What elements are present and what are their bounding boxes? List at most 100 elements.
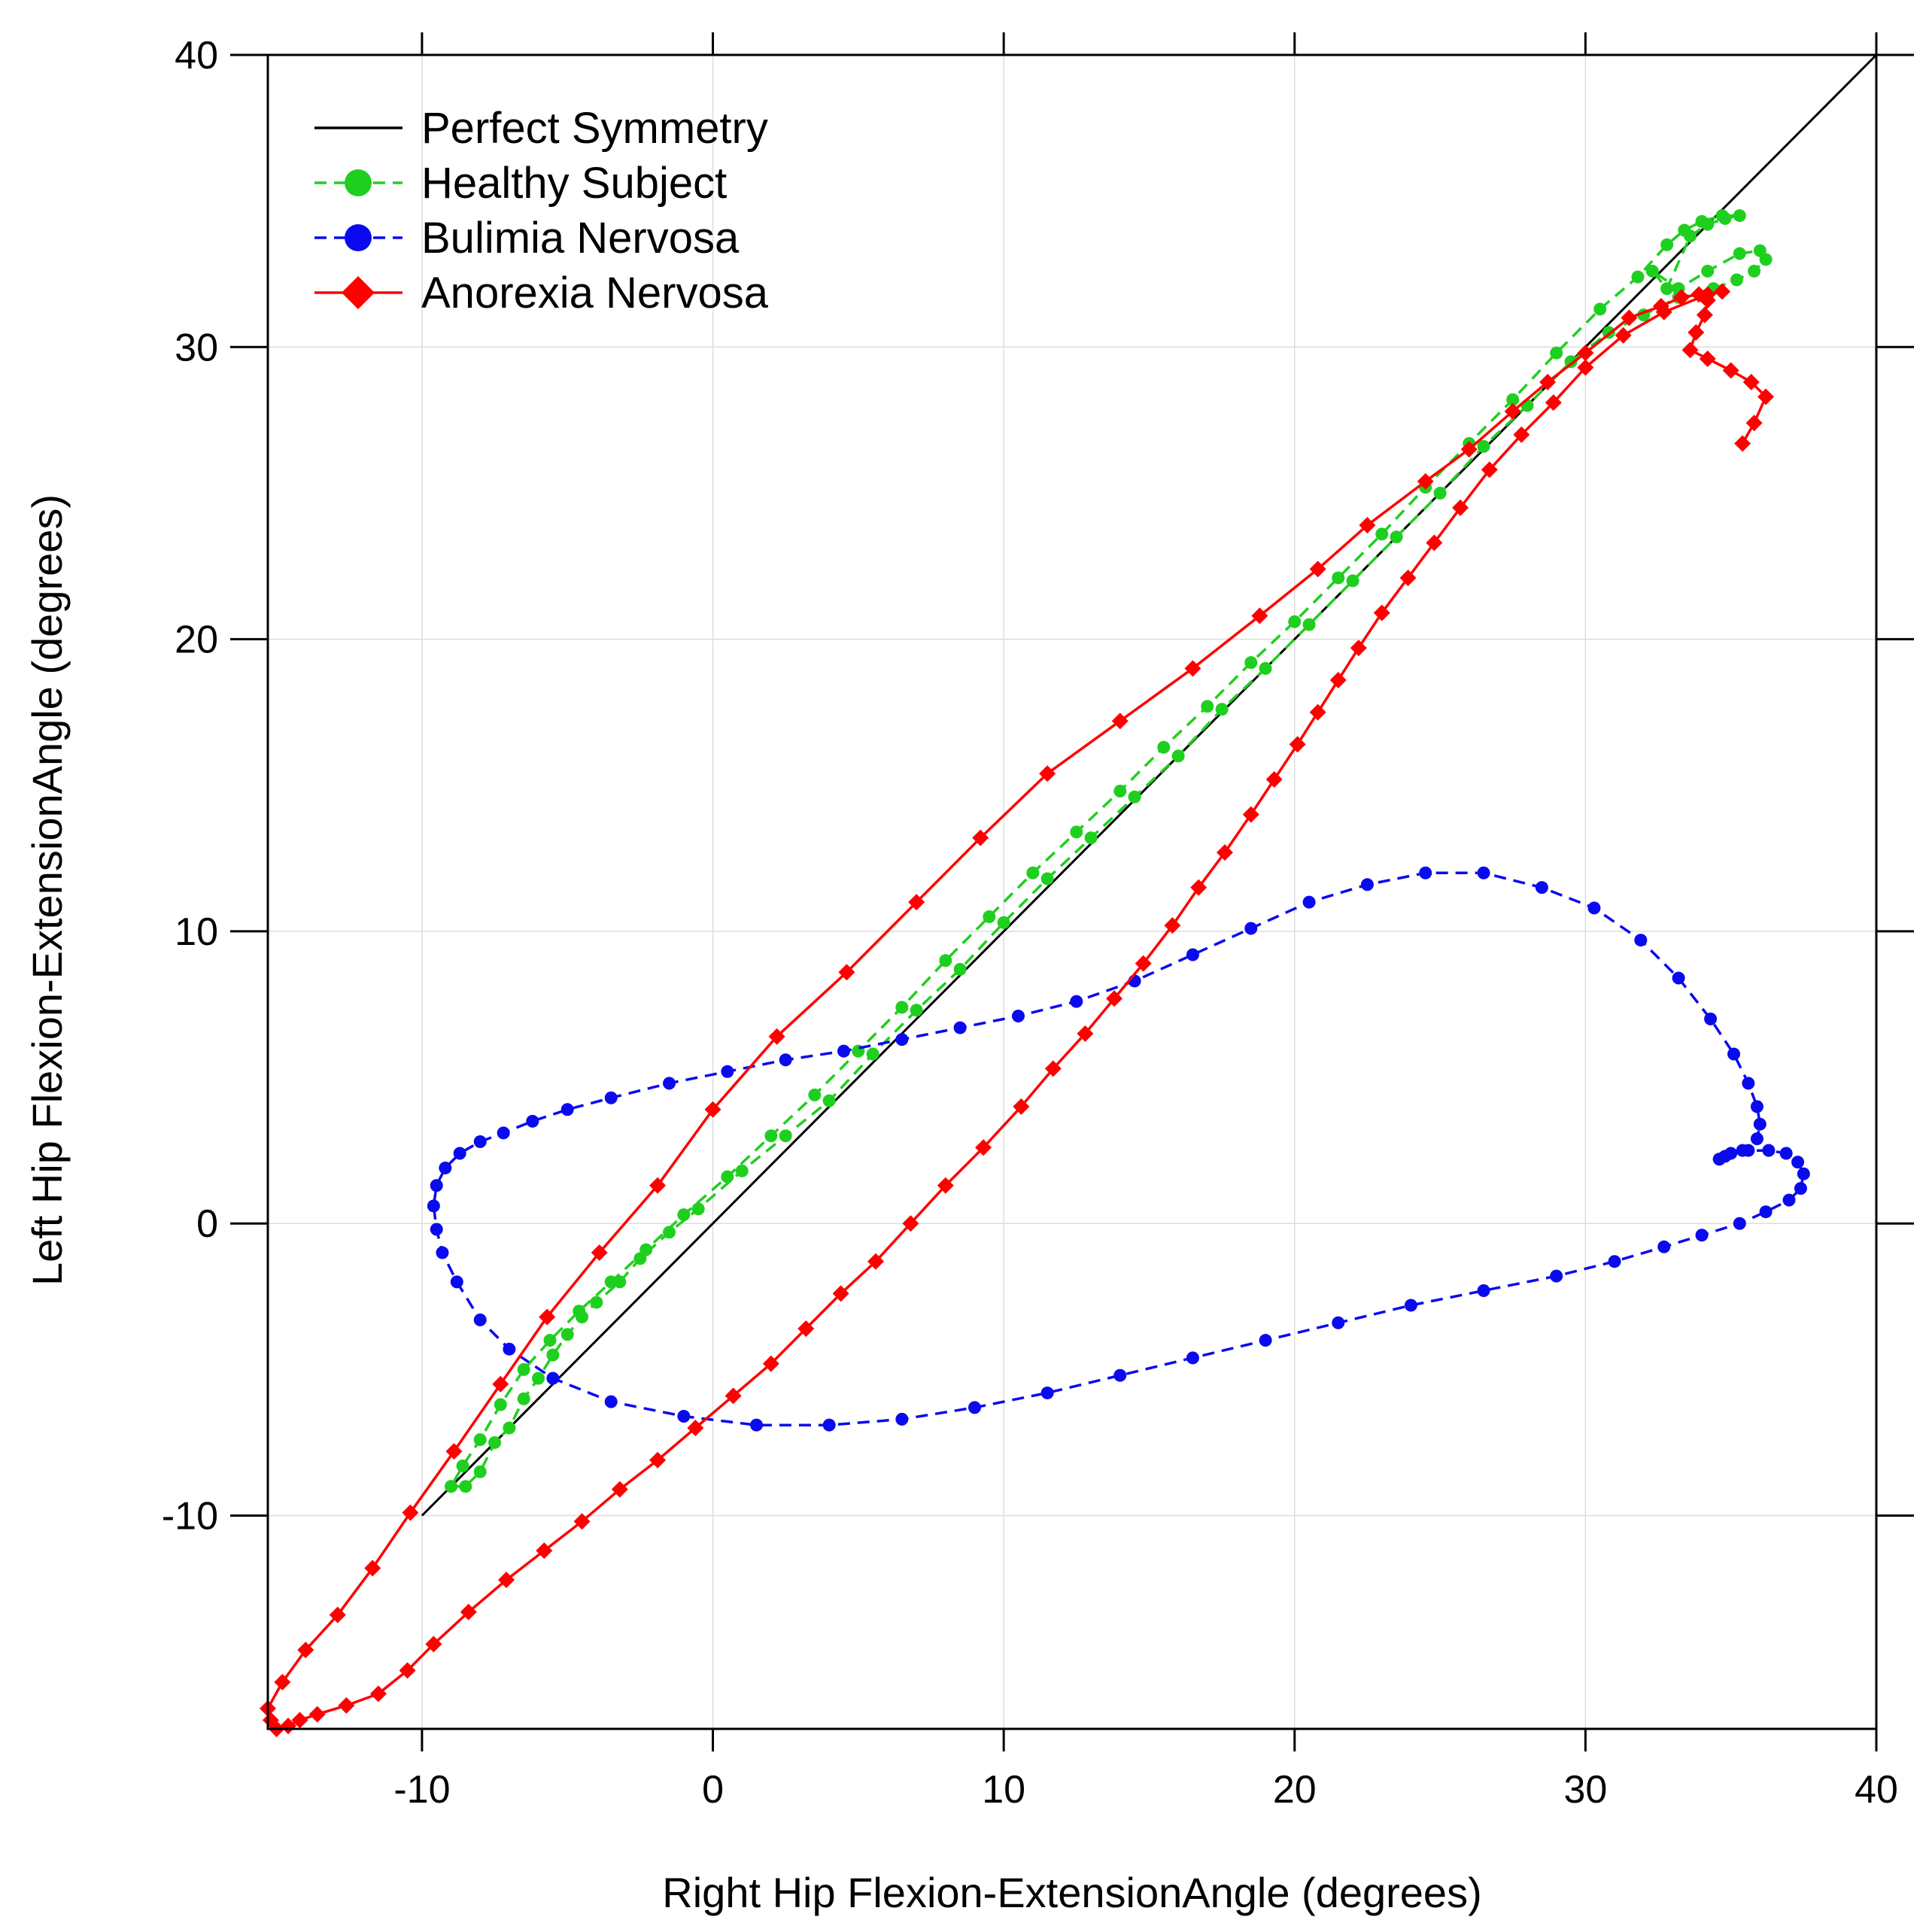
legend-marker bbox=[345, 169, 372, 196]
anorexia-nervosa-point bbox=[1251, 607, 1268, 624]
anorexia-nervosa-point bbox=[1655, 303, 1672, 320]
legend-item-healthy-subject: Healthy Subject bbox=[314, 159, 727, 208]
axis-ticks bbox=[230, 32, 1914, 1751]
bulimia-nervosa-point bbox=[604, 1091, 618, 1104]
bulimia-nervosa-point bbox=[453, 1147, 466, 1160]
anorexia-nervosa-point bbox=[274, 1673, 291, 1691]
anorexia-nervosa-point bbox=[1077, 1025, 1094, 1042]
perfect-symmetry-series bbox=[421, 53, 1878, 1517]
bulimia-nervosa-point bbox=[1791, 1156, 1805, 1169]
anorexia-nervosa-point bbox=[832, 1285, 849, 1302]
anorexia-nervosa-point bbox=[1714, 283, 1731, 300]
healthy-subject-point bbox=[590, 1296, 603, 1309]
anorexia-nervosa-point bbox=[975, 1139, 992, 1156]
anorexia-nervosa-point bbox=[1745, 415, 1763, 432]
y-tick-label: -10 bbox=[162, 1495, 218, 1539]
healthy-subject-point bbox=[764, 1129, 778, 1143]
healthy-subject-point bbox=[1730, 273, 1743, 287]
healthy-subject-point bbox=[779, 1129, 792, 1143]
bulimia-nervosa-point bbox=[430, 1223, 443, 1236]
x-axis-label: Right Hip Flexion-ExtensionAngle (degree… bbox=[662, 1869, 1481, 1916]
bulimia-nervosa-point bbox=[430, 1179, 443, 1192]
anorexia-nervosa-point bbox=[1329, 671, 1347, 688]
healthy-subject-point bbox=[721, 1170, 734, 1183]
anorexia-nervosa-point bbox=[1699, 350, 1716, 367]
bulimia-nervosa-point bbox=[473, 1313, 487, 1326]
y-tick-label: 0 bbox=[196, 1202, 218, 1246]
y-tick-label: 10 bbox=[175, 910, 218, 954]
bulimia-nervosa-point bbox=[953, 1021, 967, 1034]
bulimia-nervosa-point bbox=[1186, 1351, 1199, 1365]
anorexia-nervosa-point bbox=[308, 1706, 326, 1723]
anorexia-nervosa-point bbox=[369, 1685, 387, 1703]
bulimia-nervosa-point bbox=[1419, 866, 1432, 879]
y-tick-label: 30 bbox=[175, 326, 218, 369]
healthy-subject-point bbox=[1477, 439, 1490, 453]
anorexia-nervosa-point bbox=[1135, 955, 1152, 972]
bulimia-nervosa-point bbox=[1736, 1144, 1749, 1157]
healthy-subject-point bbox=[1070, 825, 1083, 839]
bulimia-nervosa-point bbox=[560, 1103, 574, 1116]
bulimia-nervosa-point bbox=[1259, 1334, 1272, 1347]
y-axis-label: Left Hip Flexion-ExtensionAngle (degrees… bbox=[23, 494, 71, 1286]
bulimia-nervosa-point bbox=[604, 1395, 618, 1408]
tick-labels: -10 0 10 20 30 40 -10 0 10 20 30 40 bbox=[162, 34, 1898, 1812]
anorexia-nervosa-point bbox=[297, 1642, 314, 1659]
bulimia-nervosa-point bbox=[750, 1418, 764, 1432]
healthy-subject-point bbox=[910, 1004, 923, 1017]
anorexia-nervosa-point bbox=[797, 1320, 815, 1338]
healthy-subject-point bbox=[1332, 571, 1345, 585]
anorexia-nervosa-point bbox=[1013, 1098, 1030, 1115]
healthy-subject-point bbox=[1564, 355, 1578, 369]
bulimia-nervosa-point bbox=[895, 1412, 909, 1426]
legend-label: Perfect Symmetry bbox=[421, 104, 768, 153]
healthy-subject-point bbox=[1733, 247, 1746, 260]
healthy-subject-point bbox=[456, 1460, 469, 1473]
anorexia-nervosa-point bbox=[1452, 499, 1469, 516]
anorexia-nervosa-point bbox=[402, 1504, 419, 1521]
bulimia-nervosa-point bbox=[1404, 1299, 1417, 1312]
healthy-subject-point bbox=[691, 1202, 705, 1216]
anorexia-nervosa-point bbox=[1359, 517, 1376, 534]
anorexia-nervosa-point bbox=[492, 1375, 509, 1393]
anorexia-nervosa-point bbox=[611, 1481, 628, 1498]
bulimia-nervosa-point bbox=[1704, 1012, 1718, 1025]
x-tick-label: -10 bbox=[393, 1768, 450, 1812]
healthy-subject-point bbox=[1695, 214, 1709, 228]
healthy-subject-point bbox=[895, 1001, 909, 1014]
anorexia-nervosa-point bbox=[498, 1571, 515, 1588]
bulimia-nervosa-point bbox=[1733, 1217, 1746, 1230]
anorexia-nervosa-point bbox=[1504, 403, 1521, 420]
healthy-subject-point bbox=[1520, 399, 1534, 412]
healthy-subject-point bbox=[1753, 244, 1766, 257]
bulimia-nervosa-point bbox=[1040, 1386, 1054, 1399]
anorexia-nervosa-point bbox=[1216, 844, 1233, 861]
bulimia-nervosa-point bbox=[895, 1033, 909, 1047]
bulimia-nervosa-point bbox=[427, 1199, 440, 1213]
y-tick-label: 20 bbox=[175, 618, 218, 662]
healthy-subject-point bbox=[494, 1398, 507, 1411]
anorexia-nervosa-point bbox=[1687, 324, 1705, 341]
perfect-symmetry-line bbox=[421, 53, 1878, 1517]
bulimia-nervosa-point bbox=[968, 1401, 981, 1414]
anorexia-nervosa-point bbox=[460, 1603, 477, 1621]
legend-marker bbox=[342, 276, 375, 309]
anorexia-nervosa-point bbox=[908, 894, 925, 911]
bulimia-nervosa-point bbox=[526, 1114, 539, 1128]
healthy-subject-point bbox=[503, 1421, 516, 1435]
healthy-subject-point bbox=[677, 1208, 691, 1222]
anorexia-nervosa-point bbox=[1513, 426, 1530, 443]
legend-label: Healthy Subject bbox=[421, 159, 727, 208]
anorexia-nervosa-point bbox=[329, 1606, 346, 1624]
bulimia-nervosa-point bbox=[546, 1372, 560, 1385]
anorexia-nervosa-point bbox=[291, 1712, 308, 1729]
healthy-subject-point bbox=[1128, 790, 1141, 803]
bulimia-nervosa-point bbox=[473, 1135, 487, 1149]
healthy-subject-point bbox=[1631, 270, 1645, 284]
healthy-subject-point bbox=[1390, 530, 1403, 544]
healthy-subject-point bbox=[1550, 346, 1563, 360]
anorexia-nervosa-point bbox=[649, 1451, 667, 1469]
healthy-subject-point bbox=[1113, 785, 1127, 798]
healthy-subject-point bbox=[1645, 264, 1659, 278]
